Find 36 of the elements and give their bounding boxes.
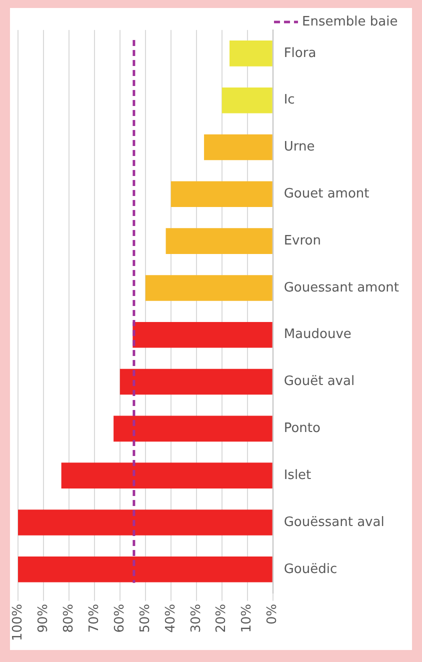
y-tick-label: Gouessant amont: [284, 280, 400, 296]
y-tick-label: Gouëssant aval: [284, 514, 384, 530]
bar: [230, 40, 272, 66]
y-tick-label: Islet: [284, 468, 312, 483]
x-tick-label: 40%: [163, 604, 178, 633]
y-tick-label: Gouëdic: [284, 562, 338, 577]
bar: [166, 228, 272, 254]
bar: [132, 322, 272, 348]
x-tick-label: 50%: [138, 604, 153, 633]
bar: [222, 87, 272, 114]
legend-label: Ensemble baie: [302, 14, 398, 30]
y-tick-label: Ponto: [284, 421, 320, 436]
bar: [18, 556, 272, 582]
x-tick-label: 10%: [240, 604, 255, 633]
bar: [18, 510, 272, 536]
bar: [61, 462, 272, 488]
y-tick-label: Flora: [284, 46, 316, 61]
bar: [204, 134, 272, 160]
y-tick-label: Evron: [284, 233, 322, 248]
bar: [114, 416, 272, 442]
y-tick-label: Maudouve: [284, 327, 352, 342]
x-tick-label: 60%: [112, 604, 128, 633]
y-tick-label: Ic: [284, 92, 295, 108]
x-tick-label: 90%: [36, 604, 51, 633]
y-tick-label: Gouët aval: [284, 374, 355, 390]
bar: [120, 368, 272, 395]
y-tick-label: Urne: [284, 140, 315, 155]
x-tick-label: 100%: [10, 604, 26, 642]
x-tick-label: 30%: [188, 604, 204, 633]
y-tick-label: Gouet amont: [284, 186, 370, 202]
bar: [170, 181, 272, 208]
x-tick-label: 80%: [61, 604, 76, 633]
bar: [145, 275, 272, 301]
x-tick-label: 70%: [86, 604, 102, 633]
x-tick-label: 0%: [265, 604, 280, 624]
x-tick-label: 20%: [214, 604, 230, 633]
